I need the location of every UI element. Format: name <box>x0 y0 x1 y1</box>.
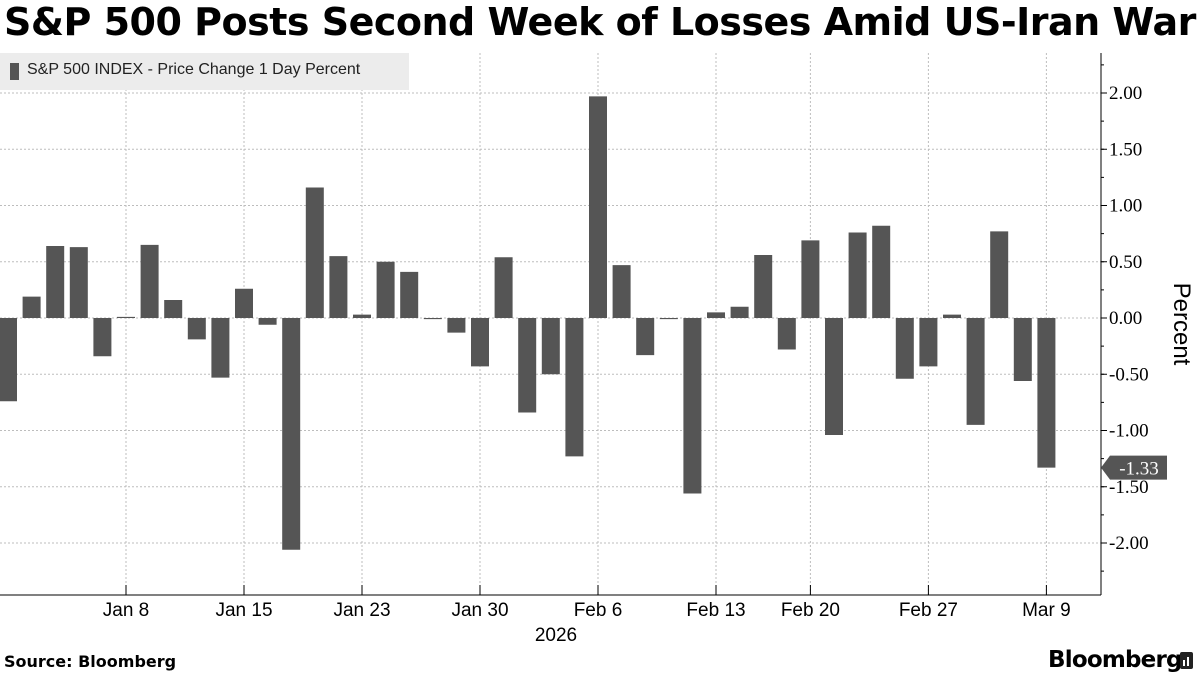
bar <box>1013 318 1032 381</box>
bar <box>919 318 938 367</box>
bar <box>589 96 607 318</box>
bar <box>777 318 796 350</box>
y-tick-label: 1.00 <box>1109 196 1142 217</box>
bar <box>990 231 1009 318</box>
bar <box>187 318 206 340</box>
bar <box>707 312 725 318</box>
bar <box>46 246 65 318</box>
bar <box>494 257 513 318</box>
horizontal-gridlines <box>0 92 1101 544</box>
bar <box>69 247 88 318</box>
chart-title: S&P 500 Posts Second Week of Losses Amid… <box>4 0 1196 44</box>
bar <box>683 318 702 494</box>
legend-label: S&P 500 INDEX - Price Change 1 Day Perce… <box>27 61 361 78</box>
bar <box>211 318 230 378</box>
bar <box>305 187 324 318</box>
y-tick-label: -2.00 <box>1109 533 1149 554</box>
bar <box>518 318 537 413</box>
bar <box>423 318 442 320</box>
bar <box>0 318 17 402</box>
bar <box>235 288 253 318</box>
bloomberg-chart-icon <box>1180 652 1193 669</box>
y-tick-label: 0.00 <box>1109 308 1142 329</box>
bar <box>966 318 985 425</box>
x-tick-label: Feb 6 <box>574 600 623 621</box>
x-tick-label: Jan 15 <box>215 600 272 621</box>
bar <box>565 318 584 457</box>
source-note: Source: Bloomberg <box>4 652 177 671</box>
y-tick-label: -1.00 <box>1109 421 1149 442</box>
y-tick-label: -0.50 <box>1109 364 1149 385</box>
bar <box>329 256 348 318</box>
bar <box>612 265 631 318</box>
bar <box>895 318 914 379</box>
last-value-label: -1.33 <box>1119 459 1159 480</box>
legend-swatch <box>10 63 19 80</box>
y-tick-label: -1.50 <box>1109 477 1149 498</box>
bar <box>258 318 277 325</box>
y-tick-label: 2.00 <box>1109 83 1142 104</box>
y-tick-label: 1.50 <box>1109 139 1142 160</box>
bar <box>22 296 41 318</box>
x-tick-label: Jan 8 <box>103 600 149 621</box>
bar <box>872 225 891 318</box>
x-tick-label: Jan 30 <box>451 600 508 621</box>
y-axis: 2.00 1.50 1.00 0.50 0.00 -0.50 -1.00 -1.50 -2.00… <box>1100 53 1195 595</box>
bar <box>93 318 112 357</box>
x-tick-label: Feb 20 <box>781 600 840 621</box>
y-axis-title: Percent <box>1168 283 1195 366</box>
x-year-label: 2026 <box>535 625 577 646</box>
bar <box>140 244 159 318</box>
bar <box>659 318 678 320</box>
y-tick-label: 0.50 <box>1109 252 1142 273</box>
bar <box>400 271 419 318</box>
x-axis: Jan 8 Jan 15 Jan 23 Jan 30 Feb 6 Feb 13 Feb 20… <box>0 585 1101 646</box>
bar-series <box>0 96 1056 550</box>
bar <box>754 255 773 318</box>
bar <box>117 316 135 318</box>
bar <box>801 240 820 318</box>
bar <box>730 306 749 318</box>
bar <box>825 318 843 435</box>
bar <box>471 318 489 367</box>
bar <box>164 300 183 318</box>
x-tick-label: Feb 27 <box>899 600 958 621</box>
bar <box>848 232 867 318</box>
bar <box>541 318 560 375</box>
x-tick-label: Mar 9 <box>1022 600 1071 621</box>
x-tick-label: Feb 13 <box>686 600 745 621</box>
bar <box>636 318 655 356</box>
bar <box>447 318 466 333</box>
bar <box>353 314 371 318</box>
bar <box>282 318 301 550</box>
last-value-callout <box>1101 455 1167 480</box>
bar <box>943 314 961 318</box>
bar <box>1037 318 1056 468</box>
legend <box>0 53 409 90</box>
bar <box>376 261 395 318</box>
brand-logo-text: Bloomberg <box>1048 647 1182 673</box>
x-tick-label: Jan 23 <box>333 600 390 621</box>
